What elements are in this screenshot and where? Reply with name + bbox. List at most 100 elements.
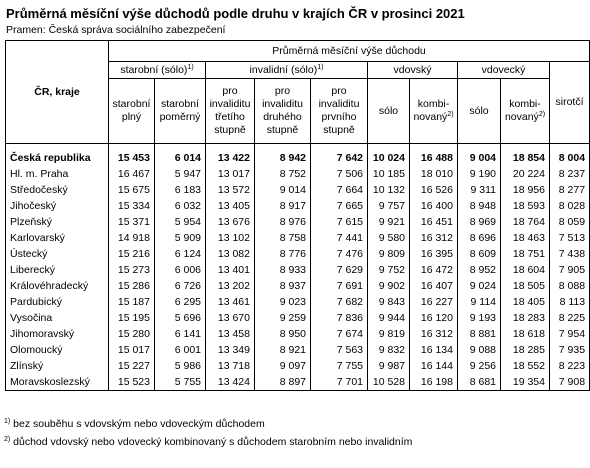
group-label: vdovecký — [481, 63, 526, 76]
cell: 7 513 — [548, 230, 590, 246]
cell: 16 312 — [409, 326, 458, 342]
cell: 18 552 — [500, 358, 550, 374]
cell: 14 918 — [108, 230, 155, 246]
cell: 9 114 — [457, 294, 501, 310]
row-label: Pardubický — [5, 294, 109, 310]
cell: 9 902 — [367, 278, 410, 294]
column-label: pro invaliditu třetího stupně — [209, 85, 251, 136]
cell: 8 223 — [548, 358, 590, 374]
cell: 9 757 — [367, 198, 410, 214]
cell: 7 476 — [310, 246, 368, 262]
column-header: sólo — [457, 78, 501, 144]
cell: 18 285 — [500, 342, 550, 358]
cell: 7 682 — [310, 294, 368, 310]
cell: 9 921 — [367, 214, 410, 230]
cell: 10 528 — [367, 374, 410, 391]
cell: 10 185 — [367, 166, 410, 182]
group-label: vdovský — [393, 63, 432, 76]
cell: 9 809 — [367, 246, 410, 262]
footnote: 2) důchod vdovský nebo vdovecký kombinov… — [4, 436, 412, 448]
stub-header-text: ČR, kraje — [34, 85, 80, 98]
cell: 13 102 — [205, 230, 255, 246]
cell: 9 004 — [457, 143, 501, 166]
cell: 7 701 — [310, 374, 368, 391]
table-row: Středočeský 15 675 6 183 13 572 9 014 7 664 10… — [5, 182, 590, 198]
cell: 8 028 — [548, 198, 590, 214]
column-header: pro invaliditu druhého stupně — [254, 78, 311, 144]
table-row: Pardubický 15 187 6 295 13 461 9 023 7 682 9 8… — [5, 294, 590, 310]
cell: 18 463 — [500, 230, 550, 246]
cell: 6 006 — [154, 262, 206, 278]
cell: 7 615 — [310, 214, 368, 230]
cell: 8 059 — [548, 214, 590, 230]
row-label: Moravskoslezský — [5, 374, 109, 391]
cell: 8 881 — [457, 326, 501, 342]
cell: 16 400 — [409, 198, 458, 214]
row-label: Vysočina — [5, 310, 109, 326]
cell: 5 986 — [154, 358, 206, 374]
footnote: 1) bez souběhu s vdovským nebo vdoveckým… — [4, 418, 265, 430]
cell: 9 256 — [457, 358, 501, 374]
cell: 8 277 — [548, 182, 590, 198]
row-label: Středočeský — [5, 182, 109, 198]
table-row: Liberecký 15 273 6 006 13 401 8 933 7 629 9 75… — [5, 262, 590, 278]
cell: 16 312 — [409, 230, 458, 246]
group-header: starobní (sólo)1) — [108, 61, 206, 79]
cell: 13 424 — [205, 374, 255, 391]
column-label: starobní poměrný — [159, 98, 201, 123]
cell: 8 681 — [457, 374, 501, 391]
cell: 18 618 — [500, 326, 550, 342]
cell: 8 752 — [254, 166, 311, 182]
cell: 9 987 — [367, 358, 410, 374]
row-label: Plzeňský — [5, 214, 109, 230]
footnote-mark: 2) — [4, 436, 11, 443]
table-row: Moravskoslezský 15 523 5 755 13 424 8 897 7 7… — [5, 374, 590, 391]
cell: 13 082 — [205, 246, 255, 262]
cell: 15 334 — [108, 198, 155, 214]
cell: 7 935 — [548, 342, 590, 358]
cell: 7 642 — [310, 143, 368, 166]
cell: 10 024 — [367, 143, 410, 166]
cell: 9 832 — [367, 342, 410, 358]
table-row: Jihočeský 15 334 6 032 13 405 8 917 7 665 9 75… — [5, 198, 590, 214]
cell: 8 937 — [254, 278, 311, 294]
table-row: Česká republika 15 453 6 014 13 422 8 942 7 6… — [5, 143, 590, 166]
cell: 9 097 — [254, 358, 311, 374]
cell: 6 032 — [154, 198, 206, 214]
table-row: Jihomoravský 15 280 6 141 13 458 8 950 7 674 9… — [5, 326, 590, 342]
cell: 8 776 — [254, 246, 311, 262]
top-header: Průměrná měsíční výše důchodu — [107, 40, 590, 62]
cell: 8 696 — [457, 230, 501, 246]
cell: 13 572 — [205, 182, 255, 198]
cell: 13 349 — [205, 342, 255, 358]
cell: 8 921 — [254, 342, 311, 358]
row-label: Jihomoravský — [5, 326, 109, 342]
cell: 18 593 — [500, 198, 550, 214]
cell: 9 580 — [367, 230, 410, 246]
cell: 5 954 — [154, 214, 206, 230]
cell: 9 843 — [367, 294, 410, 310]
column-label: sólo — [469, 104, 489, 117]
cell: 8 952 — [457, 262, 501, 278]
cell: 18 283 — [500, 310, 550, 326]
cell: 16 144 — [409, 358, 458, 374]
title: Průměrná měsíční výše důchodů podle druh… — [6, 6, 465, 21]
column-header: sólo — [367, 78, 410, 144]
note-mark: 1) — [187, 63, 194, 71]
row-label: Zlínský — [5, 358, 109, 374]
column-label: pro invaliditu prvního stupně — [318, 85, 360, 136]
cell: 7 441 — [310, 230, 368, 246]
cell: 5 947 — [154, 166, 206, 182]
cell: 19 354 — [500, 374, 550, 391]
cell: 7 836 — [310, 310, 368, 326]
cell: 15 216 — [108, 246, 155, 262]
note-mark: 1) — [317, 63, 324, 71]
cell: 13 422 — [205, 143, 255, 166]
cell: 8 969 — [457, 214, 501, 230]
column-label: kombi-novaný — [504, 98, 541, 123]
cell: 16 488 — [409, 143, 458, 166]
cell: 15 286 — [108, 278, 155, 294]
cell: 8 942 — [254, 143, 311, 166]
table-row: Olomoucký 15 017 6 001 13 349 8 921 7 563 9 83… — [5, 342, 590, 358]
